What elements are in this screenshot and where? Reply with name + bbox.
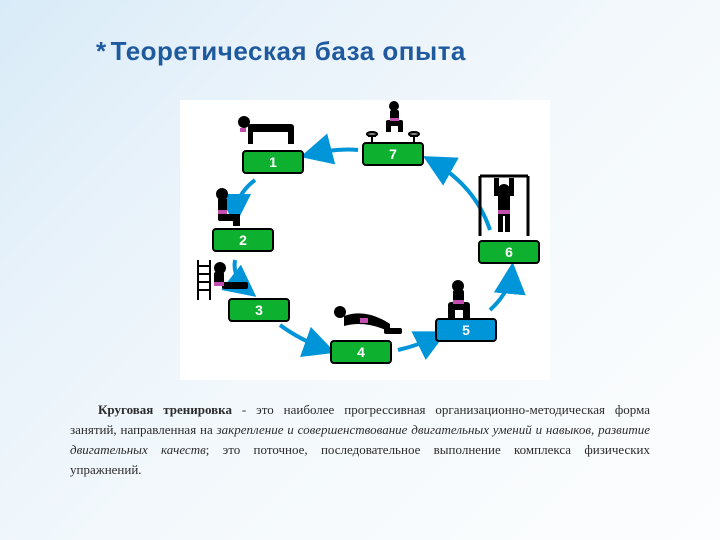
circuit-training-diagram: 1 2 3 4 5 6 7 <box>180 100 550 380</box>
paragraph-lead: Круговая тренировка <box>98 402 232 417</box>
station-3: 3 <box>228 298 290 322</box>
body-paragraph: Круговая тренировка - это наиболее прогр… <box>70 400 650 481</box>
exercise-figure-6 <box>468 170 540 242</box>
station-5: 5 <box>435 318 497 342</box>
slide-title: *Теоретическая база опыта <box>96 36 466 67</box>
station-6: 6 <box>478 240 540 264</box>
exercise-figure-4 <box>320 304 410 342</box>
exercise-figure-3 <box>194 258 280 302</box>
station-1: 1 <box>242 150 304 174</box>
exercise-figure-1 <box>230 112 316 150</box>
station-4: 4 <box>330 340 392 364</box>
title-text: Теоретическая база опыта <box>111 36 466 66</box>
title-asterisk: * <box>96 36 107 66</box>
exercise-figure-5 <box>430 278 490 322</box>
station-2: 2 <box>212 228 274 252</box>
station-7: 7 <box>362 142 424 166</box>
exercise-figure-2 <box>198 186 268 230</box>
exercise-figure-7 <box>358 100 430 146</box>
